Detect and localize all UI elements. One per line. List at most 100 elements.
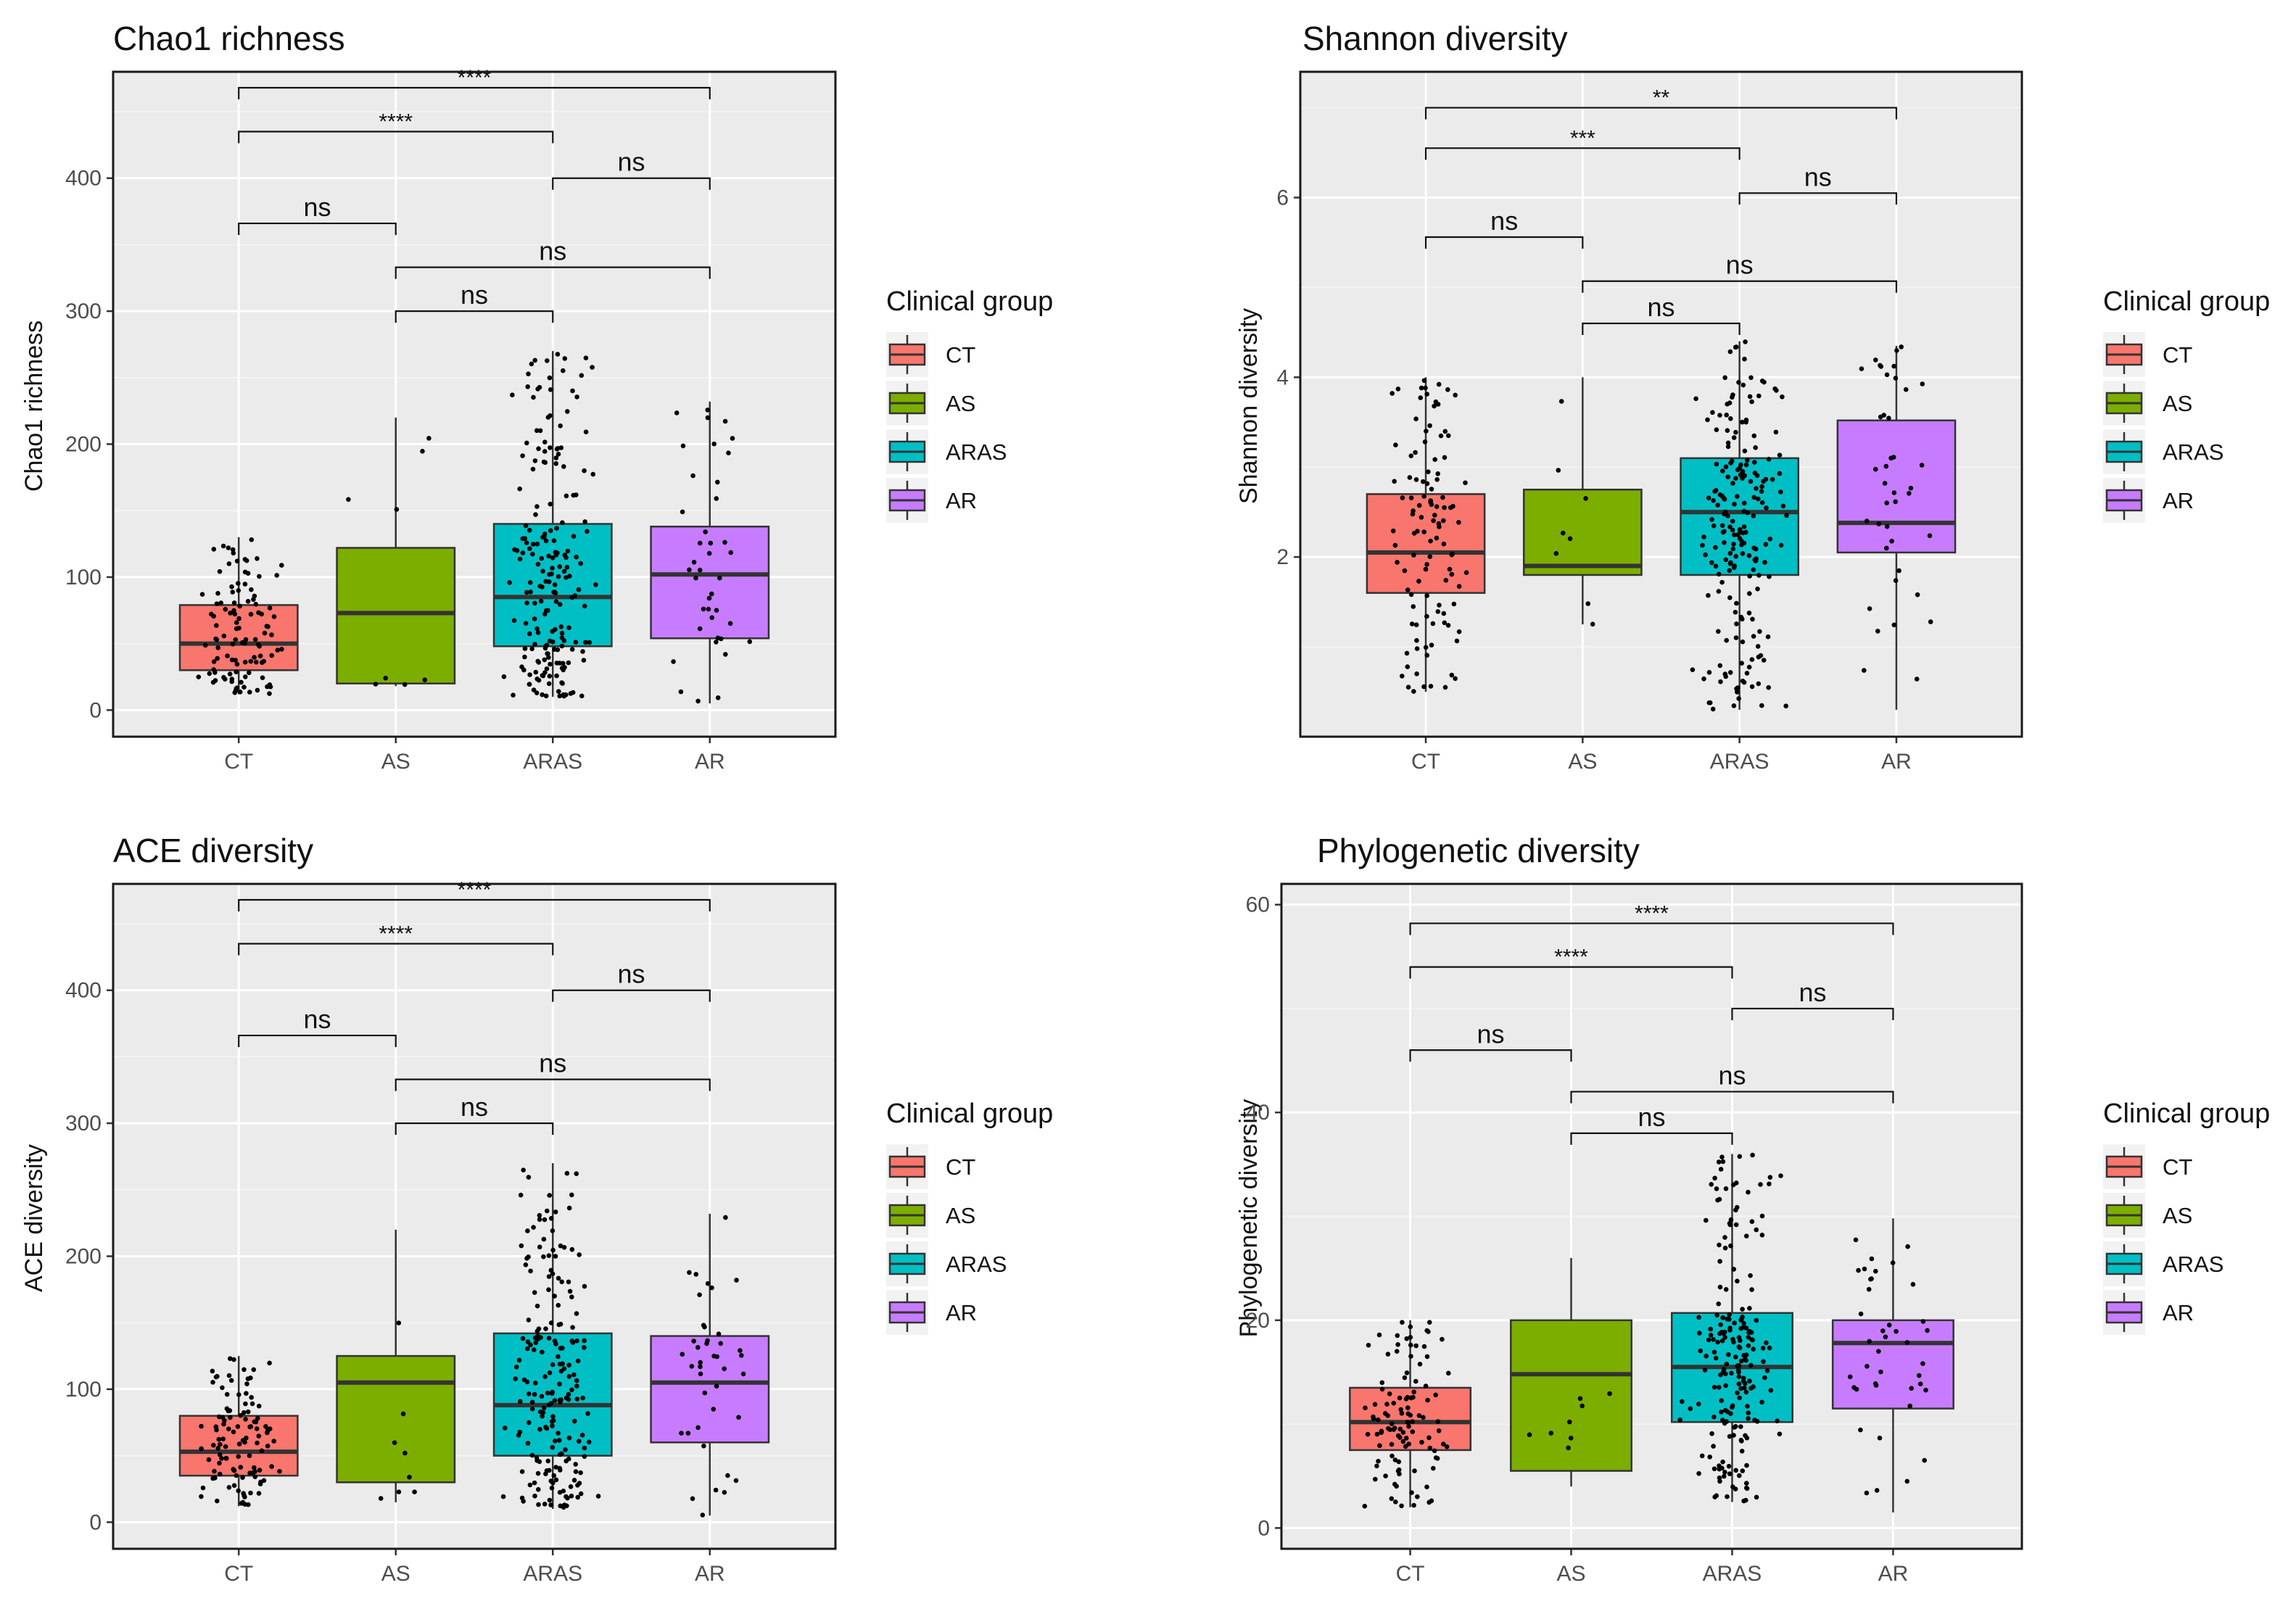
data-point [242,659,248,665]
data-point [1880,1328,1886,1333]
data-point [1389,391,1395,396]
data-point [1711,498,1716,503]
data-point [698,1360,703,1365]
data-point [532,600,537,606]
data-point [734,1278,739,1283]
data-point [580,649,585,654]
data-point [1752,471,1758,476]
legend-title: Clinical group [886,1099,1053,1129]
data-point [1920,381,1925,386]
data-point [1743,339,1748,344]
significance-bracket: ns [1424,206,1584,249]
data-point [1735,1363,1740,1368]
data-point [583,355,589,361]
data-point [1717,1284,1723,1290]
data-point [256,1434,262,1439]
data-point [1711,1384,1717,1390]
data-point [1372,1402,1378,1407]
data-point [1714,427,1719,432]
data-point [1865,1364,1870,1369]
data-point [1907,1403,1912,1409]
data-point [556,574,561,579]
data-point [1739,1449,1745,1454]
data-point [522,654,527,660]
data-point [1434,535,1440,541]
data-point [1873,1268,1878,1274]
data-point [525,1441,531,1446]
data-point [1435,1419,1441,1424]
data-point [1727,524,1733,529]
data-point [1405,1405,1411,1410]
data-point [569,1387,574,1393]
data-point [1759,489,1764,494]
x-tick-label: AS [1557,1562,1586,1586]
plot-content: 0 100 200 300 400 CT AS ARAS AR **** **** ns ns ns ns [65,66,837,774]
data-point [215,591,220,596]
data-point [1883,463,1889,469]
data-point [1899,344,1904,349]
data-point [1740,616,1745,622]
data-point [722,1489,727,1495]
data-point [378,1496,384,1501]
data-point [1725,1494,1730,1499]
legend-label: AR [2163,1300,2194,1325]
data-point [582,1445,587,1451]
data-point [582,468,587,473]
x-tick-label: AR [695,1562,725,1586]
data-point [1714,1186,1719,1191]
data-point [1414,671,1419,677]
data-point [1868,1276,1873,1282]
data-point [1858,1311,1864,1317]
data-point [1706,1337,1711,1343]
data-point [532,1347,537,1352]
data-point [691,1339,696,1344]
data-point [1746,1335,1751,1340]
data-point [715,695,721,700]
data-point [532,1493,537,1499]
data-point [1693,396,1698,402]
data-point [230,547,236,553]
data-point [529,1406,535,1412]
data-point [1713,563,1719,569]
data-point [1914,677,1920,682]
data-point [1746,1410,1751,1415]
data-point [215,1498,220,1504]
data-point [709,591,714,597]
significance-bracket: ns [395,236,711,279]
data-point [685,1431,691,1436]
data-point [526,1317,532,1323]
data-point [553,1465,558,1470]
panel-ace: ACE diversity ACE diversity 0 100 200 300 40… [20,832,1053,1586]
data-point [199,1494,204,1499]
data-point [1387,1391,1392,1397]
data-point [557,1381,562,1387]
data-point [1730,546,1736,552]
box-rect [1680,457,1800,576]
data-point [1567,536,1573,542]
legend-item-ct: CT [886,332,975,377]
panel-title: ACE diversity [113,832,313,869]
data-point [1395,560,1400,565]
data-point [228,611,233,616]
data-point [226,545,231,550]
data-point [1704,1217,1709,1223]
data-point [706,595,712,601]
data-point [537,1212,542,1218]
data-point [556,1438,562,1443]
data-point [1727,1312,1732,1317]
data-point [555,352,561,357]
data-point [1408,453,1414,458]
data-point [267,682,273,687]
data-point [562,356,568,361]
data-point [279,647,284,652]
data-point [519,1243,524,1249]
data-point [550,555,556,560]
data-point [552,589,558,595]
legend-item-aras: ARAS [2103,1241,2223,1286]
data-point [526,1391,532,1397]
significance-bracket: ns [1570,1061,1894,1104]
data-point [1756,393,1762,399]
y-tick-label: 0 [89,1510,102,1534]
data-point [1851,1385,1857,1390]
data-point [1374,1431,1380,1437]
